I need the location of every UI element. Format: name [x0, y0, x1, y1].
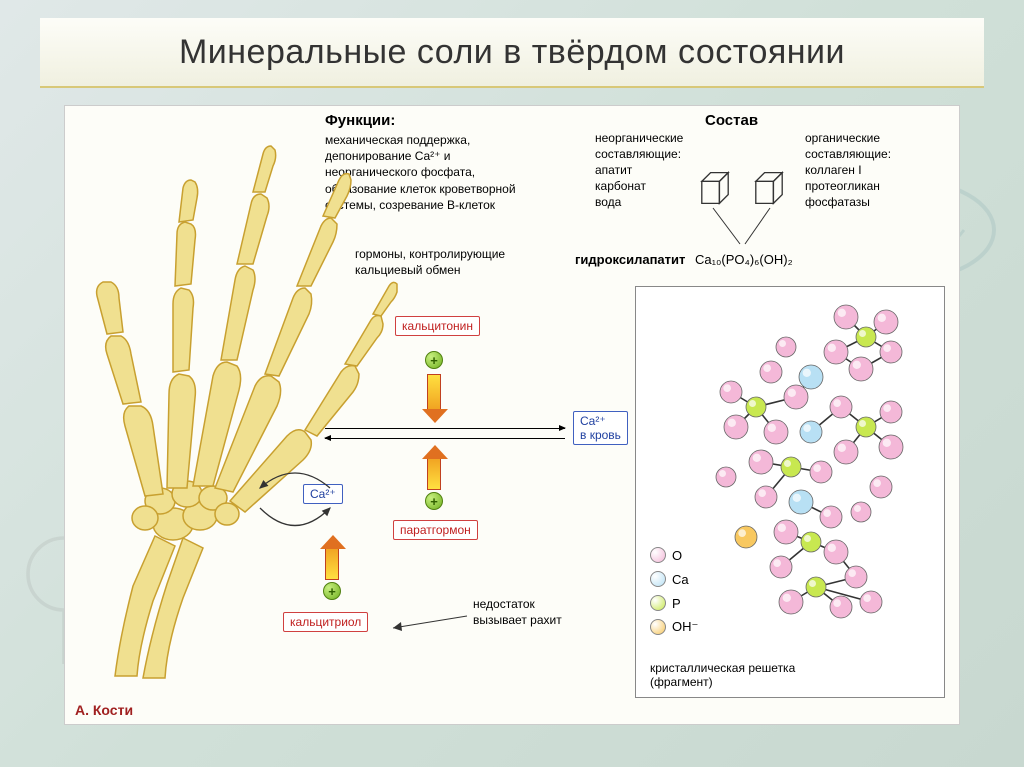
plus-icon: +	[425, 351, 443, 369]
hydroxyapatite-label: гидроксилапатит Ca₁₀(PO₄)₆(OH)₂	[575, 252, 793, 267]
panel-label: А. Кости	[75, 702, 133, 718]
cube-bracket	[685, 206, 805, 251]
legend-oh: OH⁻	[650, 619, 698, 635]
page-title: Минеральные соли в твёрдом состоянии	[179, 33, 845, 72]
parathormone-box: паратгормон	[393, 520, 478, 540]
inorganic-items: апатит карбонат вода	[595, 162, 695, 211]
inorganic-head: неорганические составляющие:	[595, 130, 725, 162]
arrow-down-icon	[427, 374, 441, 412]
title-bar: Минеральные соли в твёрдом состоянии	[40, 18, 984, 88]
calcitonin-box: кальцитонин	[395, 316, 480, 336]
organic-items: коллаген I протеогликан фосфатазы	[805, 162, 925, 211]
crystal-icon-2	[747, 166, 791, 210]
arrow-up-icon	[427, 456, 441, 490]
arrow-left-icon	[325, 438, 565, 439]
deficiency-note: недостаток вызывает рахит	[473, 596, 583, 628]
lattice-panel: O Ca P OH⁻ кристаллическая решетка (фраг…	[635, 286, 945, 698]
arrow-right-icon	[325, 428, 565, 429]
hand-skeleton	[65, 106, 405, 686]
ca-blood-box: Ca²⁺ в кровь	[573, 411, 628, 445]
legend-p: P	[650, 595, 681, 611]
calcitriol-box: кальцитриол	[283, 612, 368, 632]
lattice-svg	[636, 287, 946, 642]
arrow-up-icon	[325, 546, 339, 580]
composition-header: Состав	[705, 112, 758, 129]
plus-icon: +	[425, 492, 443, 510]
organic-head: органические составляющие:	[805, 130, 935, 162]
note-pointer	[385, 606, 475, 636]
lattice-caption: кристаллическая решетка (фрагмент)	[650, 661, 850, 689]
legend-ca: Ca	[650, 571, 689, 587]
plus-icon: +	[323, 582, 341, 600]
crystal-icon-1	[693, 166, 737, 210]
legend-o: O	[650, 547, 682, 563]
diagram: Функции: Состав механическая поддержка, …	[64, 105, 960, 725]
